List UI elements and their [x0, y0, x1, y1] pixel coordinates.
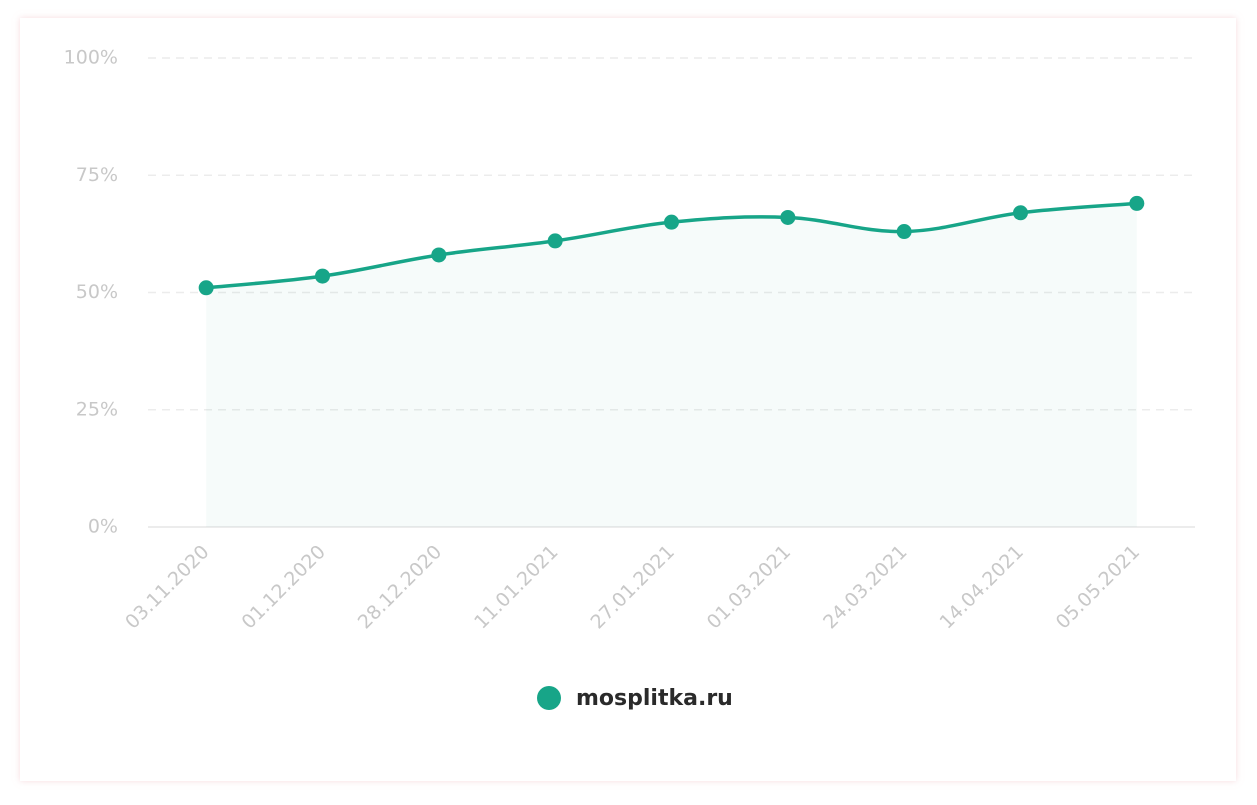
- card: [20, 18, 1236, 781]
- point: [1013, 205, 1028, 221]
- y-tick-label: 100%: [64, 47, 118, 69]
- point: [547, 233, 563, 249]
- area: [206, 203, 1137, 527]
- y-tick-label: 75%: [76, 164, 118, 186]
- x-tick-label: 03.11.2020: [121, 541, 213, 633]
- legend-marker: [537, 686, 561, 710]
- point: [896, 224, 912, 240]
- point: [431, 247, 447, 263]
- point: [664, 214, 679, 230]
- point: [1129, 195, 1145, 211]
- point: [780, 209, 796, 225]
- x-tick-label: 01.12.2020: [237, 541, 329, 633]
- y-tick-label: 25%: [76, 398, 118, 420]
- x-tick-label: 14.04.2021: [935, 541, 1027, 633]
- x-tick-label: 01.03.2021: [703, 541, 795, 633]
- legend-label: mosplitka.ru: [576, 686, 733, 711]
- point: [198, 280, 214, 296]
- x-tick-label: 27.01.2021: [586, 541, 678, 633]
- x-tick-label: 24.03.2021: [819, 541, 911, 633]
- x-tick-label: 28.12.2020: [354, 541, 446, 633]
- point: [315, 268, 330, 284]
- x-tick-label: 05.05.2021: [1052, 541, 1144, 633]
- y-tick-label: 0%: [88, 516, 118, 538]
- y-tick-label: 50%: [76, 281, 118, 303]
- x-tick-label: 11.01.2021: [470, 541, 562, 633]
